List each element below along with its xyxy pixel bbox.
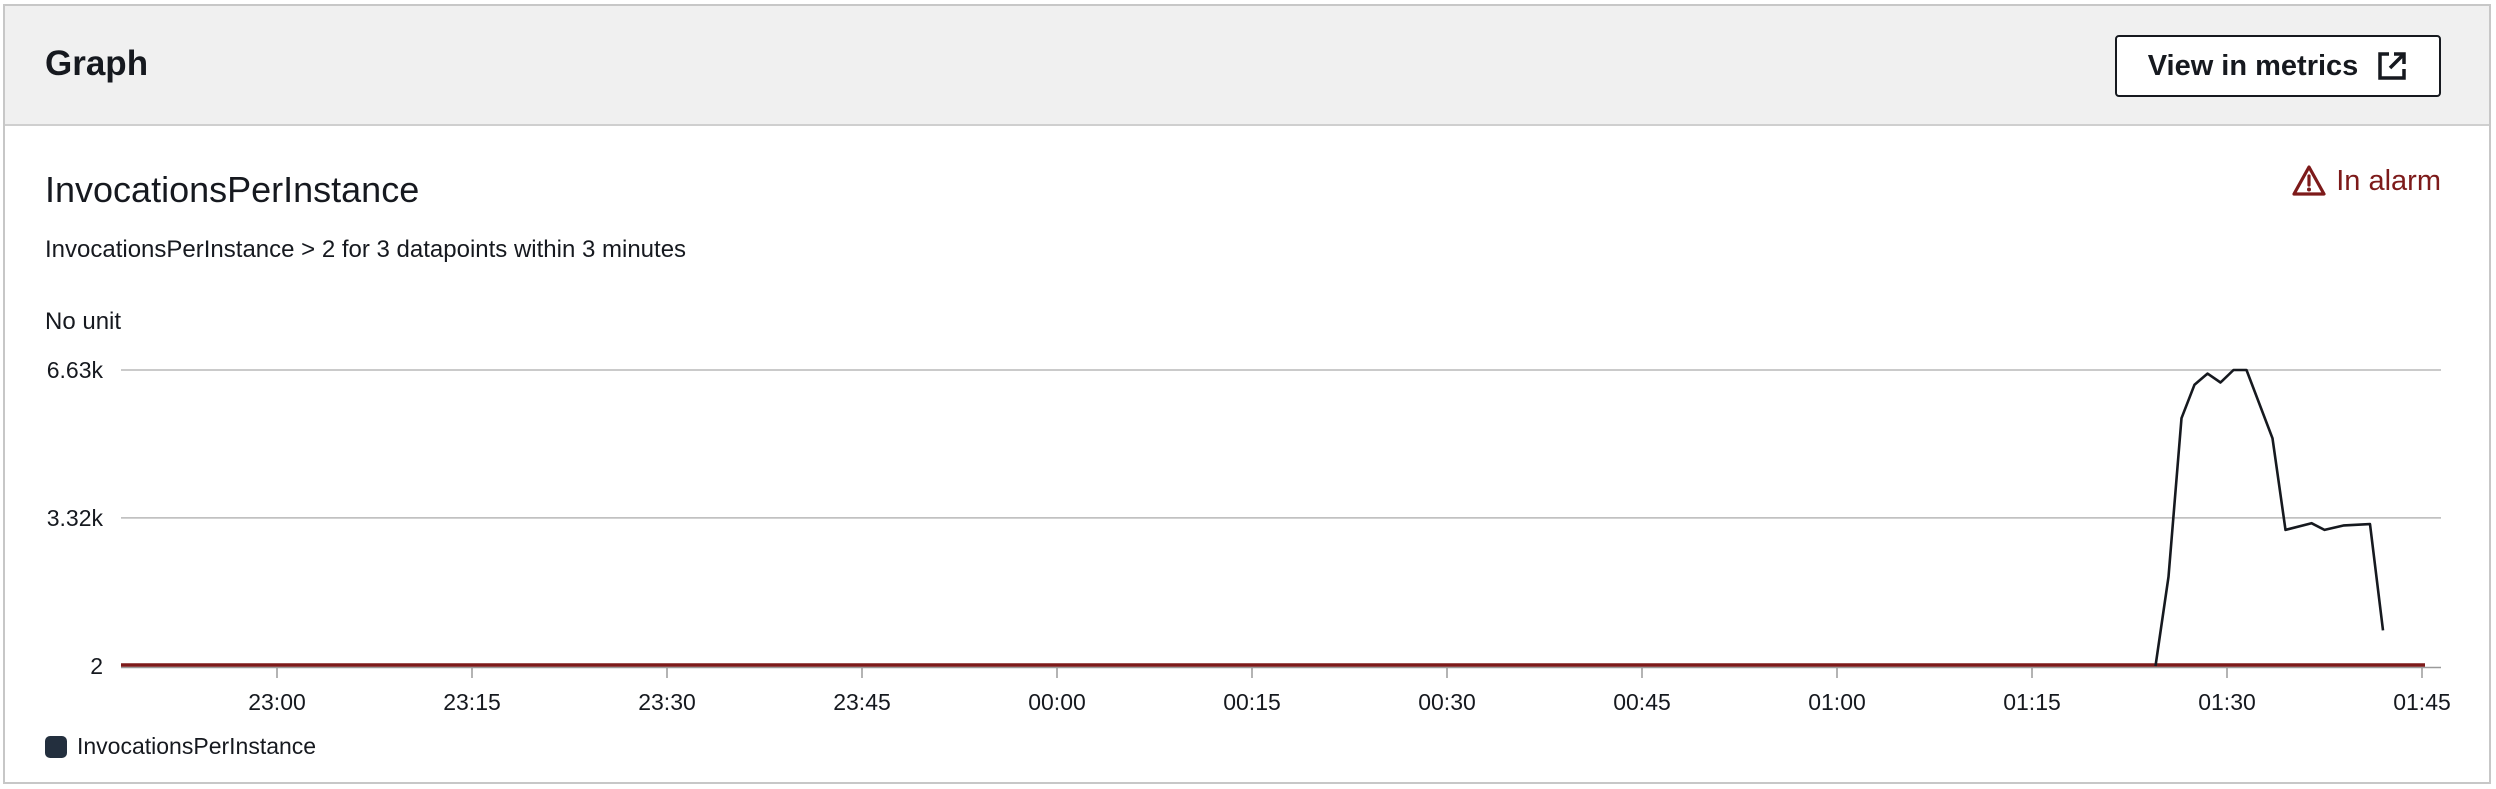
x-tick-label: 01:15	[2003, 689, 2061, 715]
x-tick-label: 01:30	[2198, 689, 2256, 715]
x-tick-label: 00:15	[1223, 689, 1281, 715]
alarm-status-label: In alarm	[2336, 164, 2441, 197]
series-line-invocations-per-instance	[2154, 368, 2385, 667]
metric-chart: 6.63k 3.32k 2 23:00 23:15 23:30 23:45 00:00 00:1…	[47, 357, 2451, 715]
x-tick-label: 23:30	[638, 689, 696, 715]
y-tick-label: 2	[90, 653, 103, 679]
x-tick-label: 01:45	[2393, 689, 2451, 715]
x-tick-label: 23:45	[833, 689, 891, 715]
x-tick-label: 00:45	[1613, 689, 1671, 715]
warning-icon	[2292, 164, 2326, 198]
y-tick-label: 6.63k	[47, 357, 104, 383]
alarm-status: In alarm	[2292, 164, 2441, 198]
x-tick-label: 01:00	[1808, 689, 1866, 715]
alarm-condition: InvocationsPerInstance > 2 for 3 datapoi…	[45, 236, 687, 263]
metric-title: InvocationsPerInstance	[45, 169, 420, 210]
y-tick-label: 3.32k	[47, 505, 104, 531]
external-link-icon	[2376, 50, 2408, 82]
view-in-metrics-button[interactable]: View in metrics	[2115, 35, 2441, 97]
panel-header: Graph View in metrics	[5, 6, 2489, 126]
x-tick-label: 00:30	[1418, 689, 1476, 715]
x-tick-label: 23:15	[443, 689, 501, 715]
graph-panel: Graph View in metrics InvocationsPerInst…	[3, 4, 2491, 784]
x-tick-label: 00:00	[1028, 689, 1086, 715]
panel-title: Graph	[45, 44, 149, 83]
x-tick-label: 23:00	[248, 689, 306, 715]
y-axis-unit-label: No unit	[45, 308, 122, 335]
legend-label: InvocationsPerInstance	[77, 733, 317, 759]
legend-swatch	[45, 735, 67, 758]
chart-legend[interactable]: InvocationsPerInstance	[45, 733, 316, 760]
view-in-metrics-label: View in metrics	[2147, 49, 2359, 82]
